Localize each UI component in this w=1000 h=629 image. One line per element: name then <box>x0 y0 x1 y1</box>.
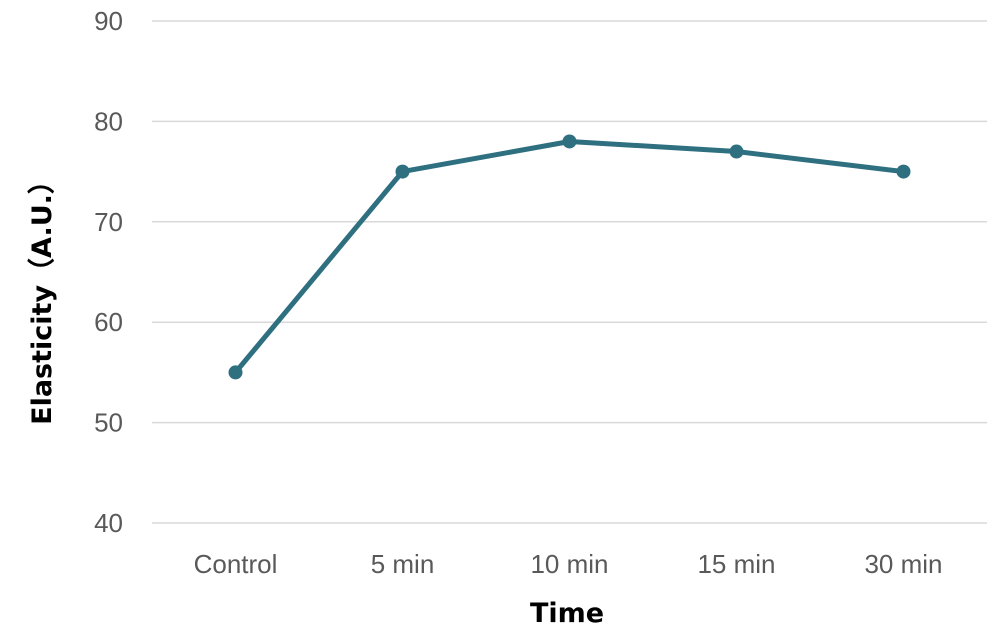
y-axis-ticks: 40 50 60 70 80 90 <box>94 6 123 538</box>
gridlines <box>152 20 987 524</box>
data-point <box>562 134 577 149</box>
y-tick-label: 70 <box>94 207 123 237</box>
y-tick-label: 60 <box>94 307 123 337</box>
series-line <box>233 138 906 375</box>
y-axis-title: Elasticity（A.U.） <box>27 167 58 425</box>
data-point <box>228 365 243 380</box>
y-tick-label: 50 <box>94 408 123 438</box>
data-point <box>896 164 911 179</box>
x-axis-ticks: Control 5 min 10 min 15 min 30 min <box>194 549 943 579</box>
y-tick-label: 90 <box>94 6 123 36</box>
data-point <box>729 144 744 159</box>
x-axis-title: Time <box>530 598 604 629</box>
data-point <box>395 164 410 179</box>
x-tick-label: 30 min <box>864 549 942 579</box>
y-tick-label: 80 <box>94 106 123 136</box>
x-tick-label: 5 min <box>371 549 435 579</box>
x-tick-label: Control <box>194 549 278 579</box>
series-group <box>228 134 911 380</box>
y-tick-label: 40 <box>94 508 123 538</box>
x-tick-label: 15 min <box>697 549 775 579</box>
x-tick-label: 10 min <box>530 549 608 579</box>
